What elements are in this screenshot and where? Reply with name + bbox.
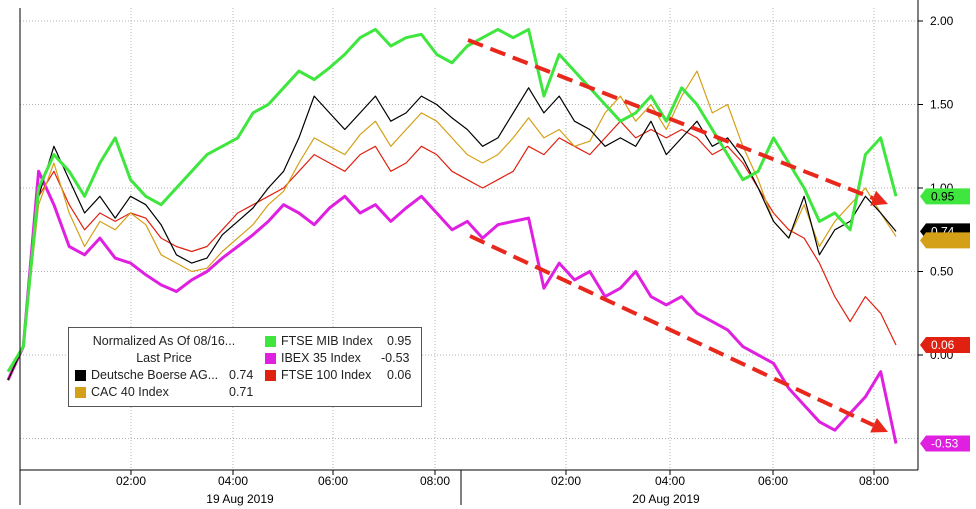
x-tick-label: 02:00 [116, 474, 146, 488]
x-tick-label: 04:00 [655, 474, 685, 488]
legend-header-title: Normalized As Of 08/16... [92, 334, 236, 348]
legend-swatch [265, 369, 276, 381]
date-label: 19 Aug 2019 [206, 492, 274, 506]
value-tag-bg [920, 232, 970, 249]
legend-value: 0.95 [387, 334, 412, 348]
legend-swatch [75, 369, 86, 381]
legend-label: FTSE MIB Index [281, 334, 373, 348]
value-tag-bg [920, 435, 970, 452]
x-tick-label: 02:00 [551, 474, 581, 488]
arrow-shaft [469, 234, 875, 428]
legend-entry-cac40: CAC 40 Index [75, 385, 169, 399]
value-tag-2: 0.06 [920, 336, 970, 353]
legend-swatch [265, 335, 276, 347]
value-tags: 0.950.740.06-0.53 [920, 188, 970, 452]
legend-entry-deutsche-boerse: Deutsche Boerse AG... [75, 368, 218, 382]
series-line-1 [7, 70, 897, 381]
legend-swatch [75, 386, 86, 398]
date-label: 20 Aug 2019 [632, 492, 700, 506]
legend-label: FTSE 100 Index [281, 368, 372, 382]
series-line-2 [7, 120, 897, 381]
x-tick-label: 06:00 [318, 474, 348, 488]
arrow-head [870, 190, 888, 206]
trend-arrow-upper [467, 38, 888, 206]
value-tag-4: -0.53 [920, 435, 970, 452]
legend-value: 0.74 [229, 368, 254, 382]
y-tick-label: 1.50 [930, 98, 954, 112]
trend-arrow-lower [469, 234, 888, 433]
x-tick-label: 04:00 [218, 474, 248, 488]
legend-value: -0.53 [381, 351, 410, 365]
x-tick-label: 06:00 [758, 474, 788, 488]
legend-label: Deutsche Boerse AG... [91, 368, 219, 382]
legend-entry-ftse-mib: FTSE MIB Index [265, 334, 373, 348]
value-tag-text: 0.06 [931, 338, 955, 352]
series-line-4 [6, 169, 898, 444]
x-tick-label: 08:00 [420, 474, 450, 488]
legend-entry-ibex35: IBEX 35 Index [265, 351, 361, 365]
series-line-0 [7, 87, 897, 381]
series-layer [6, 27, 898, 444]
y-tick-label: 2.00 [930, 14, 954, 28]
x-tick-label: 08:00 [859, 474, 889, 488]
value-tag-bg [920, 188, 970, 205]
value-tag-text: -0.53 [931, 437, 959, 451]
arrow-head [870, 417, 888, 433]
arrow-shaft [467, 38, 874, 201]
legend-header-subtitle: Last Price [136, 351, 192, 365]
legend-entry-ftse100: FTSE 100 Index [265, 368, 371, 382]
value-tag-3: 0.95 [920, 188, 970, 205]
value-tag-1 [920, 232, 970, 249]
legend-swatch [265, 352, 276, 364]
y-tick-label: 0.50 [930, 265, 954, 279]
value-tag-text: 0.95 [931, 189, 955, 203]
legend-label: CAC 40 Index [91, 385, 169, 399]
trend-arrows [467, 38, 888, 433]
series-line-3 [6, 27, 898, 373]
legend-value: 0.71 [229, 385, 254, 399]
legend: Normalized As Of 08/16... Last Price Deu… [68, 327, 422, 407]
legend-value: 0.06 [387, 368, 412, 382]
value-tag-bg [920, 336, 970, 353]
legend-label: IBEX 35 Index [281, 351, 361, 365]
